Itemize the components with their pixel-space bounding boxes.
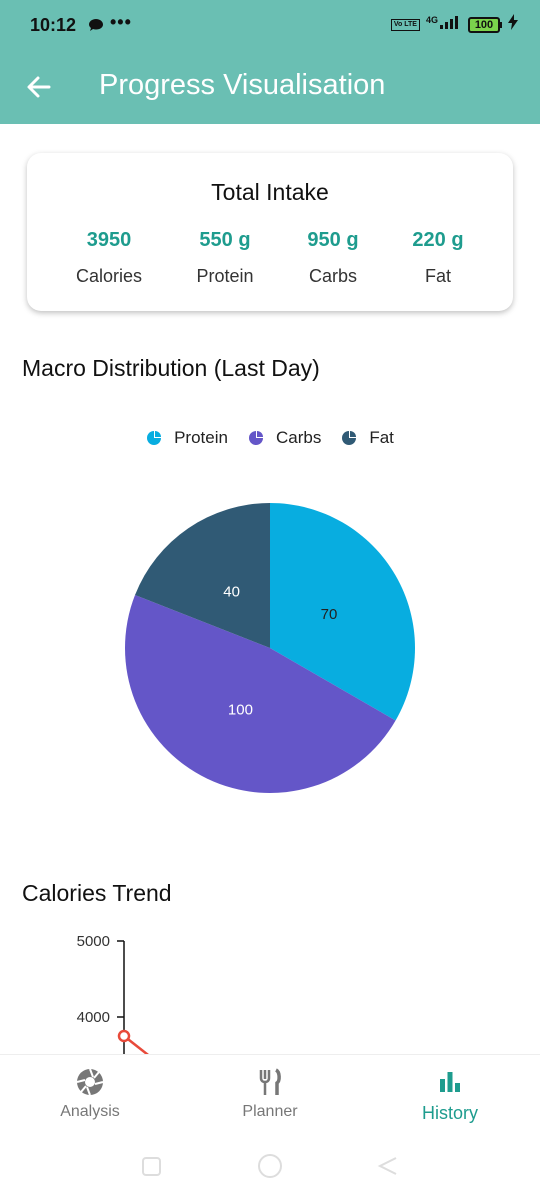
- nav-item-analysis[interactable]: Analysis: [20, 1067, 160, 1121]
- aperture-icon: [76, 1068, 104, 1096]
- pie-slice-fat: [135, 503, 270, 648]
- legend-item-fat: Fat: [341, 428, 394, 448]
- intake-value: 950 g: [307, 229, 359, 251]
- charging-icon: [508, 14, 518, 35]
- network-type: 4G: [425, 14, 438, 25]
- intake-value: 3950: [86, 229, 132, 251]
- back-button[interactable]: [22, 70, 56, 104]
- intake-fat: 220 g Fat: [383, 229, 493, 287]
- pie-legend-icon: [248, 430, 264, 445]
- legend-label: Protein: [174, 428, 228, 447]
- pie-data-label: 70: [321, 606, 338, 623]
- y-tick-label: 4000: [77, 1009, 110, 1026]
- calories-trend-chart: 5000 4000: [0, 925, 540, 1055]
- battery-level: 100: [468, 16, 500, 33]
- y-tick-label: 5000: [77, 933, 110, 950]
- total-intake-title: Total Intake: [211, 179, 329, 205]
- intake-protein: 550 g Protein: [170, 229, 280, 287]
- pie-data-label: 100: [228, 701, 253, 718]
- status-time: 10:12: [30, 15, 77, 35]
- pie-legend: Protein Carbs Fat: [0, 428, 540, 448]
- macro-section-title: Macro Distribution (Last Day): [22, 355, 320, 381]
- system-navigation-bar: [0, 1144, 540, 1200]
- nav-item-history[interactable]: History: [380, 1067, 520, 1124]
- status-bar: 10:12 ••• Vo LTE 4G 100: [0, 0, 540, 50]
- battery-icon: 100: [468, 16, 502, 33]
- status-more-dots: •••: [110, 12, 132, 32]
- bottom-navigation: Analysis Planner History: [0, 1054, 540, 1144]
- back-triangle-icon[interactable]: [377, 1157, 397, 1175]
- fork-knife-icon: [259, 1068, 281, 1095]
- legend-label: Fat: [369, 428, 394, 447]
- pie-slice-carbs: [125, 595, 396, 793]
- nav-label: Planner: [242, 1103, 298, 1120]
- legend-label: Carbs: [275, 428, 322, 447]
- calories-trend-title: Calories Trend: [22, 880, 172, 906]
- intake-value: 550 g: [199, 229, 251, 251]
- message-bubble-icon: [88, 17, 104, 38]
- nav-label: Analysis: [60, 1103, 120, 1120]
- pie-slice-protein: [270, 503, 415, 721]
- arrow-left-icon: [27, 76, 51, 98]
- pie-data-label: 40: [223, 584, 240, 601]
- signal-icon: [440, 15, 462, 34]
- pie-legend-icon: [147, 430, 162, 445]
- legend-item-protein: Protein: [146, 428, 228, 448]
- volte-badge: Vo LTE: [390, 18, 420, 31]
- intake-label: Fat: [424, 266, 451, 286]
- nav-item-planner[interactable]: Planner: [200, 1067, 340, 1121]
- intake-value: 220 g: [412, 229, 464, 251]
- intake-label: Calories: [75, 266, 143, 286]
- nav-label: History: [421, 1103, 478, 1123]
- intake-label: Carbs: [308, 266, 357, 286]
- macro-pie-chart: 70 100 40: [120, 500, 420, 800]
- page-title: Progress Visualisation: [99, 69, 386, 101]
- status-right: Vo LTE 4G 100: [390, 14, 518, 35]
- trend-point: [117, 1029, 131, 1043]
- recents-icon[interactable]: [142, 1157, 161, 1176]
- intake-carbs: 950 g Carbs: [278, 229, 388, 287]
- intake-calories: 3950 Calories: [54, 229, 164, 287]
- app-bar: Progress Visualisation: [0, 50, 540, 124]
- legend-item-carbs: Carbs: [248, 428, 321, 448]
- intake-label: Protein: [196, 266, 254, 286]
- total-intake-card: Total Intake 3950 Calories 550 g Protein…: [27, 153, 513, 311]
- pie-legend-icon: [342, 430, 357, 445]
- home-icon[interactable]: [258, 1154, 282, 1178]
- bar-chart-icon: [440, 1072, 460, 1092]
